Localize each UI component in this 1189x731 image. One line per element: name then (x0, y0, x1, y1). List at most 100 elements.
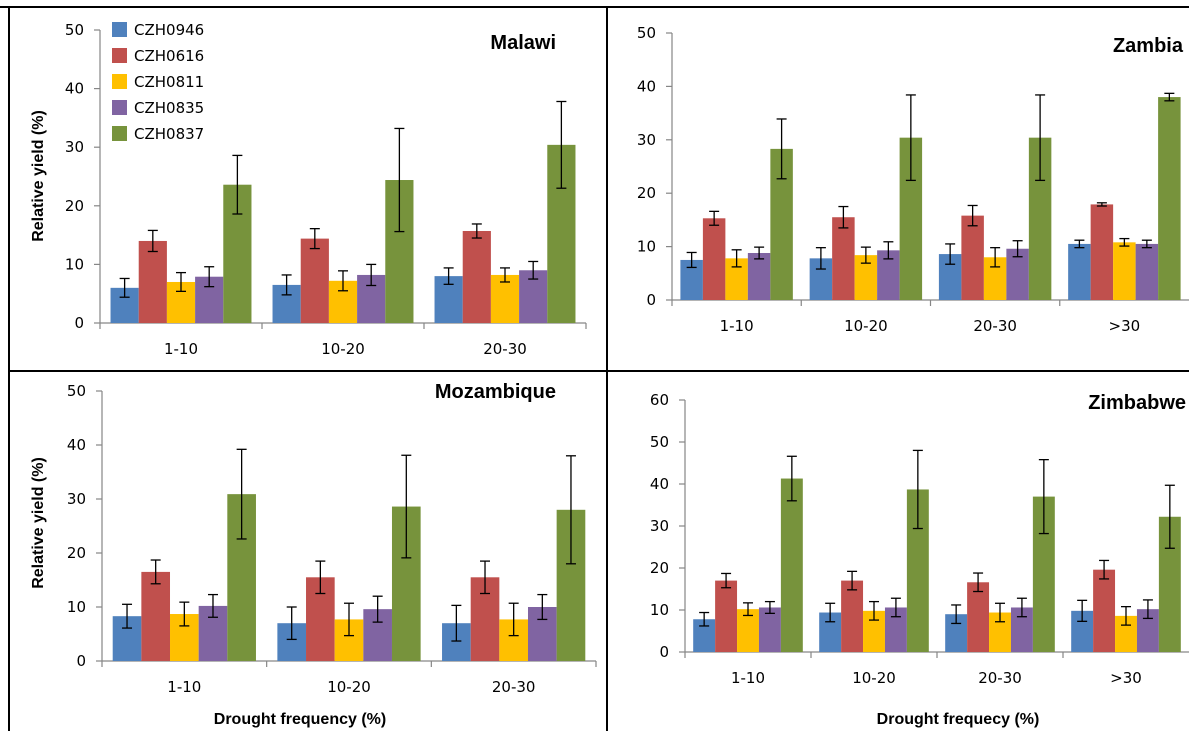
bar-czh0835 (877, 250, 900, 300)
panel-frames (0, 6, 1189, 731)
bar-czh0946 (693, 619, 716, 652)
bar-czh0837 (1158, 97, 1181, 300)
bar-czh0811 (737, 609, 759, 652)
y-tick-label: 0 (659, 643, 669, 661)
bar-czh0837 (1028, 137, 1052, 300)
legend-swatch-czh0837 (112, 126, 127, 141)
legend-label: CZH0835 (134, 99, 204, 117)
bar-czh0835 (1010, 607, 1033, 652)
bar-czh0616 (832, 217, 855, 300)
bar-czh0616 (141, 571, 171, 661)
y-tick-label: 0 (74, 314, 84, 332)
bar-czh0946 (809, 258, 833, 300)
x-tick-label: 20-30 (978, 669, 1022, 687)
x-axis-label: Drought frequency (%) (214, 711, 386, 728)
bar-czh0616 (841, 580, 864, 652)
bar-czh0616 (702, 218, 726, 300)
y-tick-label: 10 (650, 601, 669, 619)
bar-czh0811 (983, 257, 1007, 300)
legend: CZH0946 CZH0616 CZH0811 CZH0835 CZH0837 (112, 21, 204, 143)
y-tick-label: 20 (637, 184, 656, 202)
x-tick-label: 1-10 (167, 678, 201, 696)
bar-czh0811 (725, 258, 748, 300)
panel-mozambique: 0 10 20 30 40 50 1-10 10-20 20-30 Mozambique Relat… (30, 381, 597, 728)
legend-label: CZH0946 (134, 21, 204, 39)
x-tick-label: >30 (1109, 317, 1141, 335)
y-tick-label: 40 (650, 475, 669, 493)
x-tick-label: 1-10 (164, 340, 198, 358)
y-tick-label: 30 (650, 517, 669, 535)
y-tick-label: 0 (646, 291, 656, 309)
bar-czh0811 (989, 612, 1011, 652)
x-tick-label: 20-30 (973, 317, 1017, 335)
bar-czh0835 (1135, 243, 1159, 300)
y-tick-label: 20 (650, 559, 669, 577)
bar-czh0946 (938, 254, 962, 300)
x-tick-label: 1-10 (720, 317, 754, 335)
chart-title: Malawi (490, 32, 556, 54)
bar-czh0837 (1032, 496, 1055, 652)
x-tick-label: 20-30 (483, 340, 527, 358)
x-tick-label: 10-20 (327, 678, 371, 696)
bar-czh0811 (490, 274, 520, 323)
legend-swatch-czh0946 (112, 22, 127, 37)
y-axis-label: Relative yield (%) (30, 457, 47, 589)
bar-czh0835 (1006, 248, 1029, 300)
legend-swatch-czh0835 (112, 100, 127, 115)
chart-title: Zambia (1113, 35, 1184, 57)
legend-swatch-czh0811 (112, 74, 127, 89)
bar-czh0946 (819, 612, 842, 652)
bar-czh0835 (758, 607, 781, 652)
y-tick-label: 50 (637, 24, 656, 42)
y-tick-label: 10 (67, 598, 86, 616)
y-axis-label: Relative yield (%) (30, 110, 47, 242)
y-tick-label: 30 (67, 490, 86, 508)
y-tick-label: 40 (637, 77, 656, 95)
bar-czh0616 (300, 238, 329, 323)
bar-czh0616 (1093, 569, 1116, 652)
panel-malawi: 0 10 20 30 40 50 1-10 10-20 20-30 Malawi Relative … (30, 21, 587, 358)
legend-label: CZH0837 (134, 125, 204, 143)
bar-czh0837 (906, 489, 929, 652)
chart-title: Mozambique (435, 381, 556, 403)
y-tick-label: 10 (65, 255, 84, 273)
y-tick-label: 40 (67, 436, 86, 454)
bar-czh0811 (854, 255, 878, 300)
y-tick-label: 10 (637, 238, 656, 256)
bar-czh0616 (967, 582, 990, 652)
bar-czh0616 (961, 215, 984, 300)
x-tick-label: 10-20 (844, 317, 888, 335)
y-tick-label: 40 (65, 80, 84, 98)
y-tick-label: 0 (76, 652, 86, 670)
panel-zimbabwe: 0 10 20 30 40 50 60 1-10 10-20 20-30 >30 Zimbabwe Dr… (650, 391, 1189, 728)
x-tick-label: >30 (1110, 669, 1142, 687)
y-tick-label: 50 (65, 21, 84, 39)
bar-czh0811 (863, 610, 885, 652)
bar-czh0837 (770, 148, 793, 300)
bar-czh0811 (1113, 242, 1136, 300)
bar-czh0946 (1071, 610, 1094, 652)
bar-czh0946 (680, 259, 703, 300)
bar-czh0946 (1068, 243, 1091, 300)
y-tick-label: 60 (650, 391, 669, 409)
bar-czh0811 (1115, 615, 1137, 652)
panel-zambia: 0 10 20 30 40 50 1-10 10-20 20-30 >30 Zambia (637, 24, 1189, 335)
x-tick-label: 10-20 (852, 669, 896, 687)
bar-czh0616 (1090, 204, 1114, 300)
bar-czh0837 (1158, 516, 1181, 652)
bar-czh0835 (884, 607, 907, 652)
y-tick-label: 20 (67, 544, 86, 562)
bar-czh0835 (747, 253, 771, 300)
chart-title: Zimbabwe (1088, 392, 1186, 414)
bar-czh0616 (138, 240, 167, 323)
y-tick-label: 20 (65, 197, 84, 215)
y-tick-label: 50 (650, 433, 669, 451)
bar-czh0837 (780, 478, 803, 652)
y-tick-label: 30 (637, 131, 656, 149)
x-tick-label: 10-20 (321, 340, 365, 358)
y-tick-label: 30 (65, 138, 84, 156)
x-tick-label: 20-30 (492, 678, 536, 696)
x-tick-label: 1-10 (731, 669, 765, 687)
